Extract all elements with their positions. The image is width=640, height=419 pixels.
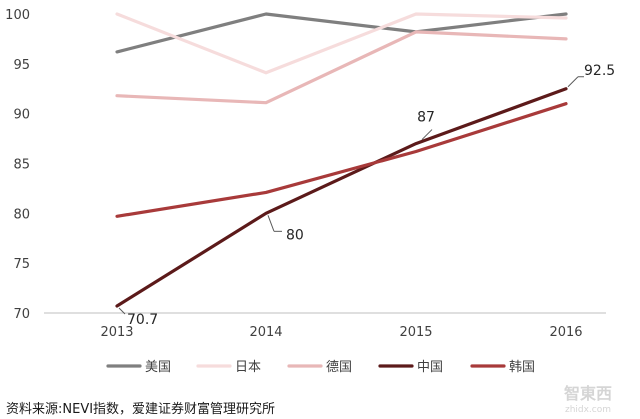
series-line-3 [115,87,568,308]
source-note: 资料来源:NEVI指数，爱建证券财富管理研究所 [6,402,276,417]
y-tick-label: 70 [13,307,30,322]
data-label: 87 [417,110,435,126]
x-tick-label: 2015 [399,325,432,340]
series-line-0 [115,12,568,54]
y-tick-label: 95 [13,58,30,73]
legend-label: 日本 [235,360,261,375]
series-line-4 [115,102,568,218]
y-tick-label: 85 [13,158,30,173]
data-label: 92.5 [584,63,615,79]
series-line-2 [115,30,568,105]
legend-label: 德国 [326,360,352,375]
series-line-1 [115,12,568,75]
y-tick-label: 75 [13,257,30,272]
x-tick-label: 2016 [549,325,582,340]
leader-line [567,76,579,88]
legend-label: 中国 [417,360,443,375]
watermark-logo: 智東西 zhidx.com [546,381,630,415]
svg-text:智東西: 智東西 [564,384,612,403]
legend-label: 美国 [145,360,171,375]
x-tick-label: 2013 [100,325,133,340]
leader-line [421,129,433,140]
svg-text:zhidx.com: zhidx.com [565,405,611,415]
legend-label: 韩国 [509,360,535,375]
leader-line [267,215,275,232]
y-tick-label: 80 [13,207,30,222]
leader-line [118,307,126,315]
data-label: 80 [286,227,304,243]
y-tick-label: 100 [5,8,30,23]
y-tick-label: 90 [13,108,30,123]
data-label: 70.7 [127,312,158,328]
x-tick-label: 2014 [249,325,282,340]
